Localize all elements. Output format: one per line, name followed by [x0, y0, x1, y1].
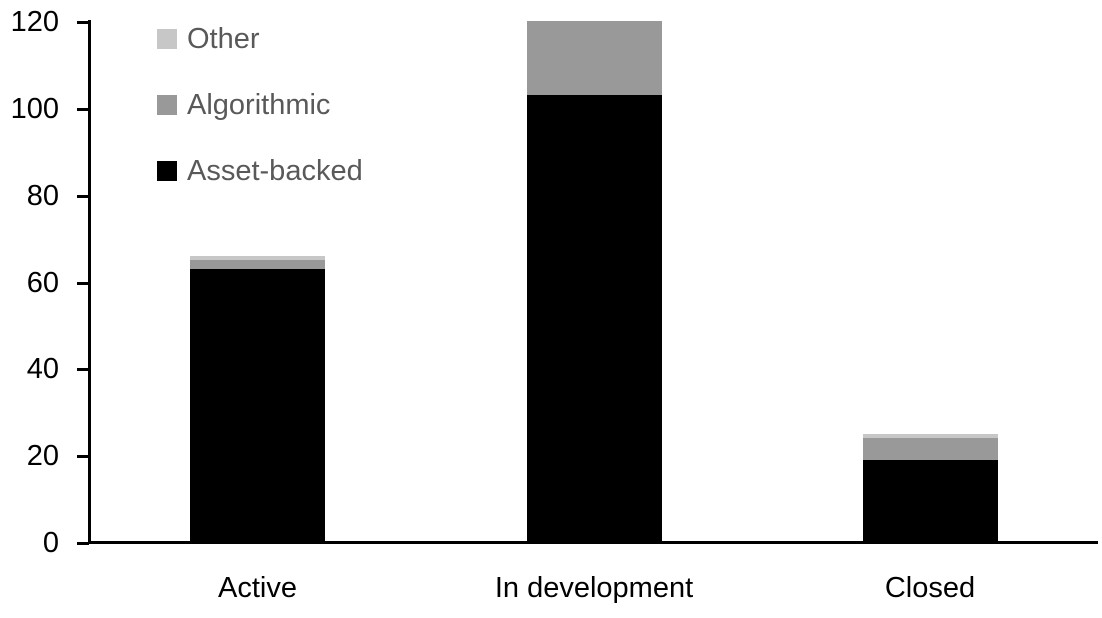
category-label-active: Active — [218, 572, 297, 604]
y-axis-line — [88, 20, 91, 544]
y-tick-label-80: 80 — [26, 179, 59, 212]
y-tick-mark-120 — [77, 21, 89, 25]
bar-active — [190, 255, 325, 542]
segment-asset-backed-closed — [862, 459, 998, 542]
legend-swatch-icon — [157, 95, 177, 115]
y-tick-mark-40 — [77, 368, 89, 372]
y-tick-mark-60 — [77, 281, 89, 285]
segment-algorithmic-in-development — [526, 21, 662, 95]
legend-label: Asset-backed — [187, 155, 363, 187]
legend-item-algorithmic: Algorithmic — [157, 90, 363, 120]
segment-algorithmic-closed — [862, 437, 998, 460]
y-tick-label-60: 60 — [26, 266, 59, 299]
segment-other-closed — [862, 433, 998, 438]
category-label-closed: Closed — [884, 572, 976, 604]
category-label-in-development: In development — [494, 572, 694, 604]
y-tick-label-20: 20 — [26, 440, 59, 473]
bar-closed — [862, 433, 998, 542]
legend-swatch-icon — [157, 29, 177, 49]
legend-item-other: Other — [157, 24, 363, 54]
y-tick-mark-0 — [77, 542, 89, 545]
y-tick-label-0: 0 — [42, 527, 59, 559]
y-tick-mark-100 — [77, 108, 89, 111]
legend-item-asset-backed: Asset-backed — [157, 156, 363, 186]
y-tick-mark-20 — [77, 455, 89, 459]
bar-in-development — [526, 21, 662, 542]
y-tick-label-120: 120 — [10, 6, 59, 39]
legend-swatch-icon — [157, 161, 177, 181]
segment-asset-backed-in-development — [526, 95, 662, 542]
legend-label: Algorithmic — [187, 89, 331, 121]
y-tick-label-40: 40 — [26, 353, 59, 386]
x-axis-line — [88, 541, 1098, 544]
segment-asset-backed-active — [190, 268, 325, 542]
y-tick-label-100: 100 — [10, 93, 59, 125]
segment-algorithmic-active — [190, 259, 325, 269]
chart-legend: Other Algorithmic Asset-backed — [157, 24, 363, 222]
legend-label: Other — [187, 23, 260, 55]
y-tick-mark-80 — [77, 194, 89, 198]
segment-other-active — [190, 255, 325, 260]
